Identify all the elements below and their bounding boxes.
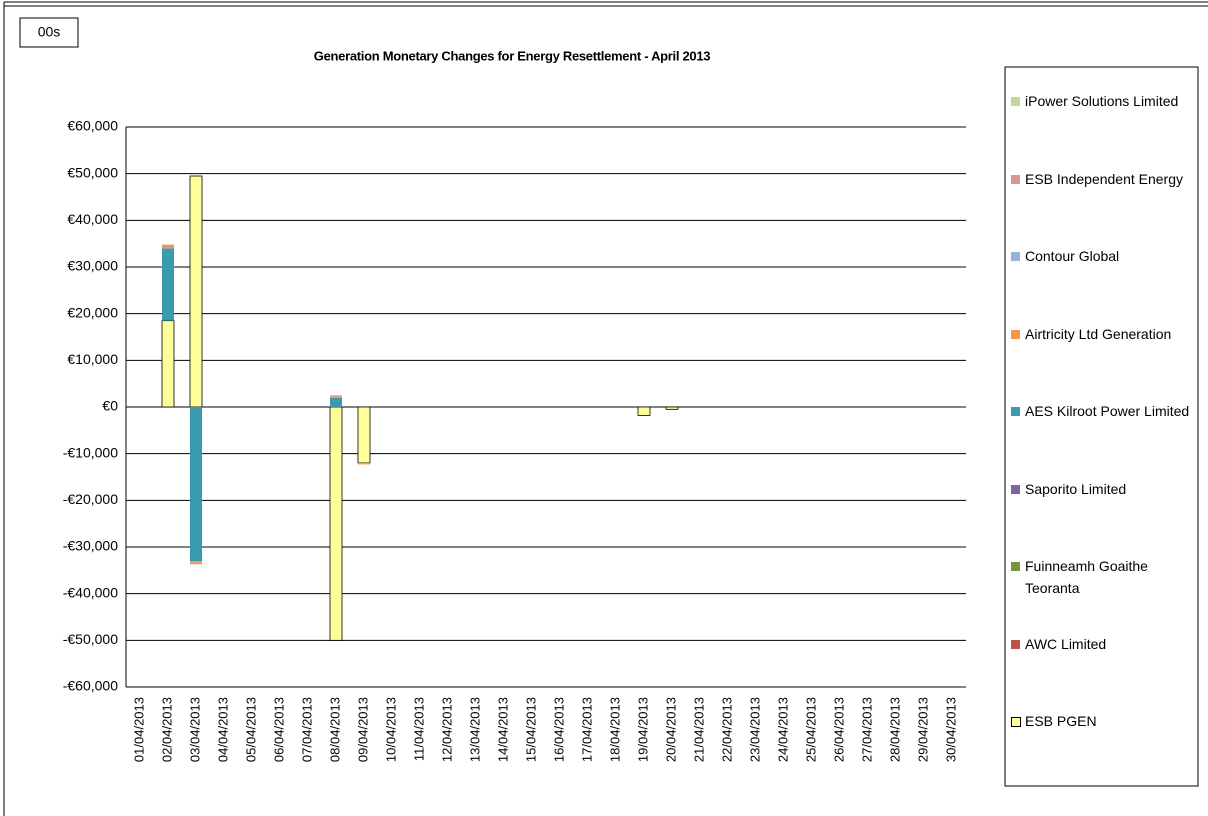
legend-label: Contour Global <box>1025 248 1120 264</box>
legend-label: Fuinneamh Goaithe Teoranta <box>1025 558 1148 596</box>
bar <box>358 463 370 465</box>
x-tick-label: 18/04/2013 <box>607 697 622 762</box>
badge-box <box>19 17 79 48</box>
y-tick-label: €0 <box>102 398 118 414</box>
y-tick-label: €60,000 <box>67 118 118 134</box>
x-tick-label: 04/04/2013 <box>215 697 230 762</box>
bar <box>190 407 202 561</box>
y-tick-label: €30,000 <box>67 258 118 274</box>
legend-label: Saporito Limited <box>1025 480 1127 497</box>
x-tick-label: 21/04/2013 <box>691 697 706 762</box>
legend-swatch <box>1011 484 1020 494</box>
legend-swatch <box>1011 174 1020 184</box>
y-tick-label: €40,000 <box>67 211 118 227</box>
x-tick-label: 01/04/2013 <box>131 697 146 762</box>
x-tick-label: 28/04/2013 <box>887 697 902 762</box>
x-tick-label: 09/04/2013 <box>355 697 370 762</box>
x-tick-label: 16/04/2013 <box>551 697 566 762</box>
bar <box>161 320 175 408</box>
legend-swatch <box>1011 717 1021 727</box>
x-tick-label: 07/04/2013 <box>299 697 314 762</box>
x-tick-label: 25/04/2013 <box>803 697 818 762</box>
x-tick-label: 26/04/2013 <box>831 697 846 762</box>
legend-swatch <box>1011 329 1020 339</box>
x-tick-label: 24/04/2013 <box>775 697 790 762</box>
y-tick-label: €20,000 <box>67 304 118 320</box>
x-tick-label: 17/04/2013 <box>579 697 594 762</box>
bar <box>162 246 174 249</box>
x-tick-label: 02/04/2013 <box>159 697 174 762</box>
x-tick-label: 06/04/2013 <box>271 697 286 762</box>
x-tick-label: 27/04/2013 <box>859 697 874 762</box>
x-tick-label: 15/04/2013 <box>523 697 538 762</box>
bar <box>190 561 202 563</box>
legend-swatch <box>1011 97 1020 106</box>
x-tick-label: 13/04/2013 <box>467 697 482 762</box>
bar <box>190 562 202 565</box>
y-tick-label: -€50,000 <box>63 631 118 647</box>
legend-swatch <box>1011 639 1020 649</box>
x-tick-label: 03/04/2013 <box>187 697 202 762</box>
badge: 00s <box>38 24 61 40</box>
x-tick-label: 23/04/2013 <box>747 697 762 762</box>
y-tick-label: -€20,000 <box>63 491 118 507</box>
x-tick-label: 10/04/2013 <box>383 697 398 762</box>
bar <box>665 406 679 410</box>
legend-box <box>1004 66 1199 787</box>
x-tick-label: 14/04/2013 <box>495 697 510 762</box>
x-tick-label: 29/04/2013 <box>915 697 930 762</box>
legend-label: Airtricity Ltd Generation <box>1025 325 1172 342</box>
legend-label: iPower Solutions Limited <box>1025 93 1179 109</box>
bar <box>330 397 342 407</box>
legend-label: AES Kilroot Power Limited <box>1025 403 1190 419</box>
bar <box>330 396 342 398</box>
y-tick-label: -€60,000 <box>63 678 118 694</box>
legend-label: AWC Limited <box>1025 635 1107 652</box>
x-tick-label: 11/04/2013 <box>411 697 426 761</box>
y-tick-label: -€30,000 <box>63 538 118 554</box>
legend-swatch <box>1011 252 1020 261</box>
chart-title: Generation Monetary Changes for Energy R… <box>314 48 710 63</box>
bar <box>162 244 174 247</box>
legend-label: ESB Independent Energy <box>1025 170 1184 187</box>
bar <box>330 395 342 397</box>
x-tick-label: 20/04/2013 <box>663 697 678 762</box>
bar <box>637 406 651 416</box>
bar <box>162 248 174 321</box>
x-tick-label: 12/04/2013 <box>439 697 454 762</box>
bar <box>329 406 343 641</box>
legend-label: ESB PGEN <box>1025 713 1097 729</box>
bar <box>189 175 203 408</box>
x-tick-label: 19/04/2013 <box>635 697 650 762</box>
y-tick-label: €50,000 <box>67 164 118 180</box>
x-tick-label: 08/04/2013 <box>327 697 342 762</box>
y-tick-label: -€40,000 <box>63 584 118 600</box>
x-tick-label: 05/04/2013 <box>243 697 258 762</box>
y-tick-label: -€10,000 <box>63 444 118 460</box>
bar <box>357 406 371 464</box>
y-tick-label: €10,000 <box>67 351 118 367</box>
legend-swatch <box>1011 562 1020 571</box>
x-tick-label: 30/04/2013 <box>943 697 958 762</box>
x-tick-label: 22/04/2013 <box>719 697 734 762</box>
legend-swatch <box>1011 407 1020 416</box>
